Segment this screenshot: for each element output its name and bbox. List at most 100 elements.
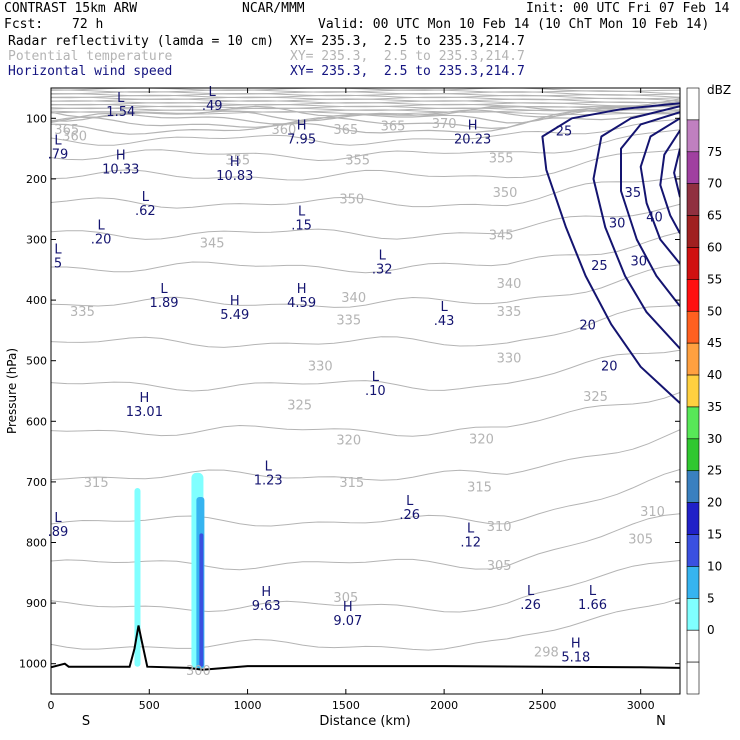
y-tick-label: 100 xyxy=(26,112,47,125)
theta-contour xyxy=(51,118,680,146)
wind-contour xyxy=(659,129,680,234)
colorbar-swatch xyxy=(686,374,700,408)
extremum-type: L xyxy=(54,511,62,526)
wind-label: 30 xyxy=(630,255,647,270)
extremum-type: L xyxy=(265,460,273,475)
colorbar-swatch xyxy=(686,438,700,472)
theta-label: 310 xyxy=(487,520,512,535)
wind-contour xyxy=(673,148,680,198)
colorbar-swatch xyxy=(686,183,700,216)
y-tick-label: 400 xyxy=(26,294,47,307)
extremum-type: L xyxy=(441,300,449,315)
colorbar-swatch xyxy=(686,310,700,344)
theta-contour xyxy=(51,103,680,130)
colorbar-label: 50 xyxy=(707,304,722,318)
extremum-type: L xyxy=(54,243,62,258)
y-tick-label: 200 xyxy=(26,173,47,186)
theta-label: 305 xyxy=(628,532,653,547)
theta-label: 305 xyxy=(487,559,512,574)
colorbar: 0 5 10 15 20 25 30 35 40 45 50 55 60 65 70 75 xyxy=(686,87,722,695)
extremum-type: L xyxy=(160,282,168,297)
x-tick-label: 0 xyxy=(48,699,55,712)
theta-label: 340 xyxy=(497,277,522,292)
colorbar-swatch xyxy=(686,215,700,248)
colorbar-label: 75 xyxy=(707,145,722,159)
colorbar-label: 30 xyxy=(707,432,722,446)
theta-label: 350 xyxy=(339,192,364,207)
colorbar-swatch xyxy=(686,502,700,535)
theta-label: 335 xyxy=(497,305,522,320)
extremum-value: 10.33 xyxy=(102,163,139,178)
colorbar-swatch xyxy=(686,406,700,440)
extremum-type: H xyxy=(116,149,126,164)
reflectivity-column xyxy=(134,487,141,667)
axes: 0 500 1000 1500 2000 2500 3000 100 200 300 400 500 6… xyxy=(19,88,680,712)
wind-label: 20 xyxy=(579,318,596,333)
field-xy-theta: XY= 235.3, 2.5 to 235.3,214.7 xyxy=(290,49,525,64)
extremum-value: 9.63 xyxy=(252,599,281,614)
x-axis-label: Distance (km) xyxy=(319,714,410,729)
colorbar-label: 60 xyxy=(707,240,722,254)
valid-time: Valid: 00 UTC Mon 10 Feb 14 (10 ChT Mon … xyxy=(318,17,710,32)
extremum-type: L xyxy=(298,204,306,219)
extremum-type: H xyxy=(343,600,353,615)
colorbar-swatch xyxy=(686,342,700,376)
theta-label: 350 xyxy=(493,186,518,201)
extremum-value: 20.23 xyxy=(454,132,491,147)
colorbar-swatch xyxy=(686,629,700,663)
extremum-value: .89 xyxy=(48,525,69,540)
extremum-value: .32 xyxy=(372,263,393,278)
theta-label: 365 xyxy=(54,123,79,138)
extremum-type: L xyxy=(54,134,62,149)
theta-contour xyxy=(51,231,680,274)
extremum-value: 5 xyxy=(54,257,62,272)
theta-label: 325 xyxy=(583,390,608,405)
extremum-value: .62 xyxy=(135,204,156,219)
extremum-type: L xyxy=(142,190,150,205)
theta-label: 300 xyxy=(186,664,211,679)
field-name-wind: Horizontal wind speed xyxy=(8,64,173,79)
colorbar-unit: dBZ xyxy=(707,83,731,97)
theta-label: 310 xyxy=(640,505,665,520)
colorbar-label: 40 xyxy=(707,368,722,382)
extremum-value: 1.54 xyxy=(106,105,135,120)
theta-label: 335 xyxy=(70,305,95,320)
colorbar-label: 70 xyxy=(707,177,722,191)
theta-label: 315 xyxy=(339,476,364,491)
field-name-reflectivity: Radar reflectivity (lamda = 10 cm) xyxy=(8,34,275,49)
extremum-value: 5.49 xyxy=(220,308,249,323)
field-name-theta: Potential temperature xyxy=(8,49,173,64)
x-tick-label: 1000 xyxy=(234,699,262,712)
colorbar-label: 0 xyxy=(707,623,715,637)
wind-contours xyxy=(541,102,680,404)
init-time: Init: 00 UTC Fri 07 Feb 14 xyxy=(526,1,730,16)
extremum-value: .20 xyxy=(91,232,112,247)
terrain-line xyxy=(51,625,680,671)
colorbar-swatch xyxy=(686,598,700,631)
extremum-value: 7.95 xyxy=(287,132,316,147)
theta-label: 305 xyxy=(333,591,358,606)
theta-contour xyxy=(51,349,680,392)
colorbar-swatch xyxy=(686,151,700,184)
theta-label: 320 xyxy=(469,432,494,447)
colorbar-swatch xyxy=(686,119,700,153)
extremum-value: .12 xyxy=(460,535,481,550)
extremum-value: .79 xyxy=(48,148,69,163)
colorbar-swatch xyxy=(686,661,700,695)
theta-label: 360 xyxy=(62,129,87,144)
model-title: CONTRAST 15km ARW xyxy=(4,1,138,16)
colorbar-label: 35 xyxy=(707,400,722,414)
theta-label: 345 xyxy=(200,237,225,252)
wind-contour xyxy=(620,111,680,307)
theta-contour-dense xyxy=(51,91,680,96)
extremum-value: .49 xyxy=(202,99,223,114)
y-tick-label: 500 xyxy=(26,355,47,368)
theta-label: 335 xyxy=(336,313,361,328)
x-tick-label: 500 xyxy=(139,699,160,712)
extremum-type: H xyxy=(297,282,307,297)
extremum-type: L xyxy=(379,249,387,264)
wind-label: 25 xyxy=(591,259,608,274)
theta-contour-dense xyxy=(51,111,680,116)
colorbar-swatch xyxy=(686,279,700,312)
